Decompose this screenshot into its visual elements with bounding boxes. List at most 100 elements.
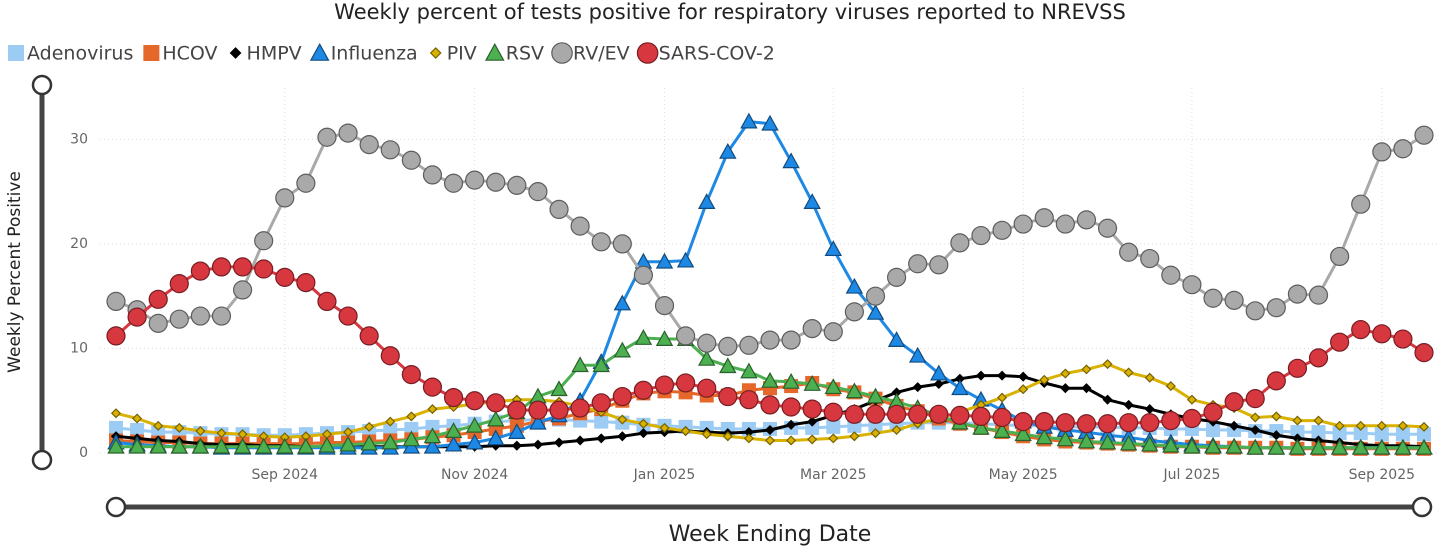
point (486, 172, 506, 192)
point (1372, 142, 1392, 162)
point (380, 346, 400, 366)
point (803, 193, 821, 209)
point (443, 173, 464, 193)
legend-item: Influenza (309, 43, 418, 65)
y-range-slider[interactable] (31, 74, 53, 471)
point (1018, 371, 1029, 382)
point (591, 393, 611, 413)
point (740, 362, 758, 379)
point (380, 140, 400, 160)
point (972, 418, 990, 435)
point (109, 420, 123, 435)
point (1123, 399, 1134, 410)
point (1102, 394, 1113, 405)
point (529, 413, 547, 430)
point (971, 225, 991, 246)
point (802, 318, 822, 339)
series (106, 257, 1434, 434)
legend-label: Adenovirus (27, 43, 133, 65)
point (401, 364, 421, 385)
point (1081, 364, 1092, 375)
point (654, 375, 675, 395)
point (1229, 420, 1240, 431)
x-tick-label: Sep 2025 (1349, 467, 1415, 483)
point (676, 251, 695, 268)
point (190, 306, 210, 326)
point (865, 286, 886, 306)
point (975, 370, 987, 381)
point (844, 302, 864, 322)
point (1206, 423, 1221, 437)
point (1098, 433, 1117, 450)
point (487, 429, 505, 446)
point (532, 439, 543, 450)
point (360, 434, 378, 451)
point (296, 173, 316, 193)
point (401, 150, 421, 170)
point (612, 234, 632, 254)
point (826, 419, 841, 434)
x-tick-label: Jan 2025 (633, 467, 696, 483)
x-range-slider[interactable] (105, 496, 1433, 518)
point (1144, 372, 1155, 383)
point (950, 233, 970, 253)
point (1081, 383, 1092, 394)
slider-handle[interactable] (1411, 496, 1433, 518)
slider-handle[interactable] (105, 496, 127, 518)
x-axis-label: Week Ending Date (669, 522, 872, 547)
point (443, 387, 464, 408)
point (1418, 421, 1430, 432)
point (317, 127, 337, 147)
point (1203, 288, 1223, 308)
point (364, 421, 375, 432)
point (106, 291, 126, 312)
point (427, 404, 438, 415)
slider-handle[interactable] (31, 74, 53, 96)
point (760, 395, 780, 415)
point (1372, 324, 1392, 344)
point (1373, 438, 1391, 455)
legend-label: PIV (447, 43, 477, 65)
point (823, 402, 843, 422)
point (697, 333, 717, 353)
point (128, 437, 146, 454)
point (254, 231, 274, 251)
point (1351, 320, 1371, 340)
point (148, 289, 168, 309)
point (1035, 428, 1053, 445)
point (591, 232, 611, 252)
point (528, 182, 548, 202)
point (1330, 246, 1350, 267)
series-line (115, 131, 1425, 348)
point (508, 423, 526, 439)
point (486, 393, 506, 413)
legend-item: SARS-COV-2 (636, 42, 775, 65)
point (1182, 275, 1202, 295)
point (760, 330, 780, 350)
point (110, 408, 122, 419)
point (570, 398, 590, 418)
point (1245, 301, 1265, 321)
point (617, 414, 628, 425)
point (1353, 426, 1368, 441)
point (1330, 332, 1350, 352)
point (993, 422, 1011, 438)
legend-item: Adenovirus (8, 43, 133, 65)
point (465, 433, 484, 450)
point (1250, 412, 1261, 423)
point (1395, 427, 1410, 442)
series (106, 123, 1434, 356)
point (1311, 425, 1326, 440)
point (638, 418, 649, 429)
point (697, 193, 716, 209)
point (338, 123, 358, 143)
point (676, 373, 696, 393)
slider-handle[interactable] (31, 449, 53, 471)
point (950, 405, 970, 425)
point (1161, 265, 1181, 285)
point (1246, 438, 1264, 455)
point (676, 326, 696, 346)
point (1245, 389, 1265, 409)
point (1351, 194, 1371, 214)
point (143, 45, 160, 61)
